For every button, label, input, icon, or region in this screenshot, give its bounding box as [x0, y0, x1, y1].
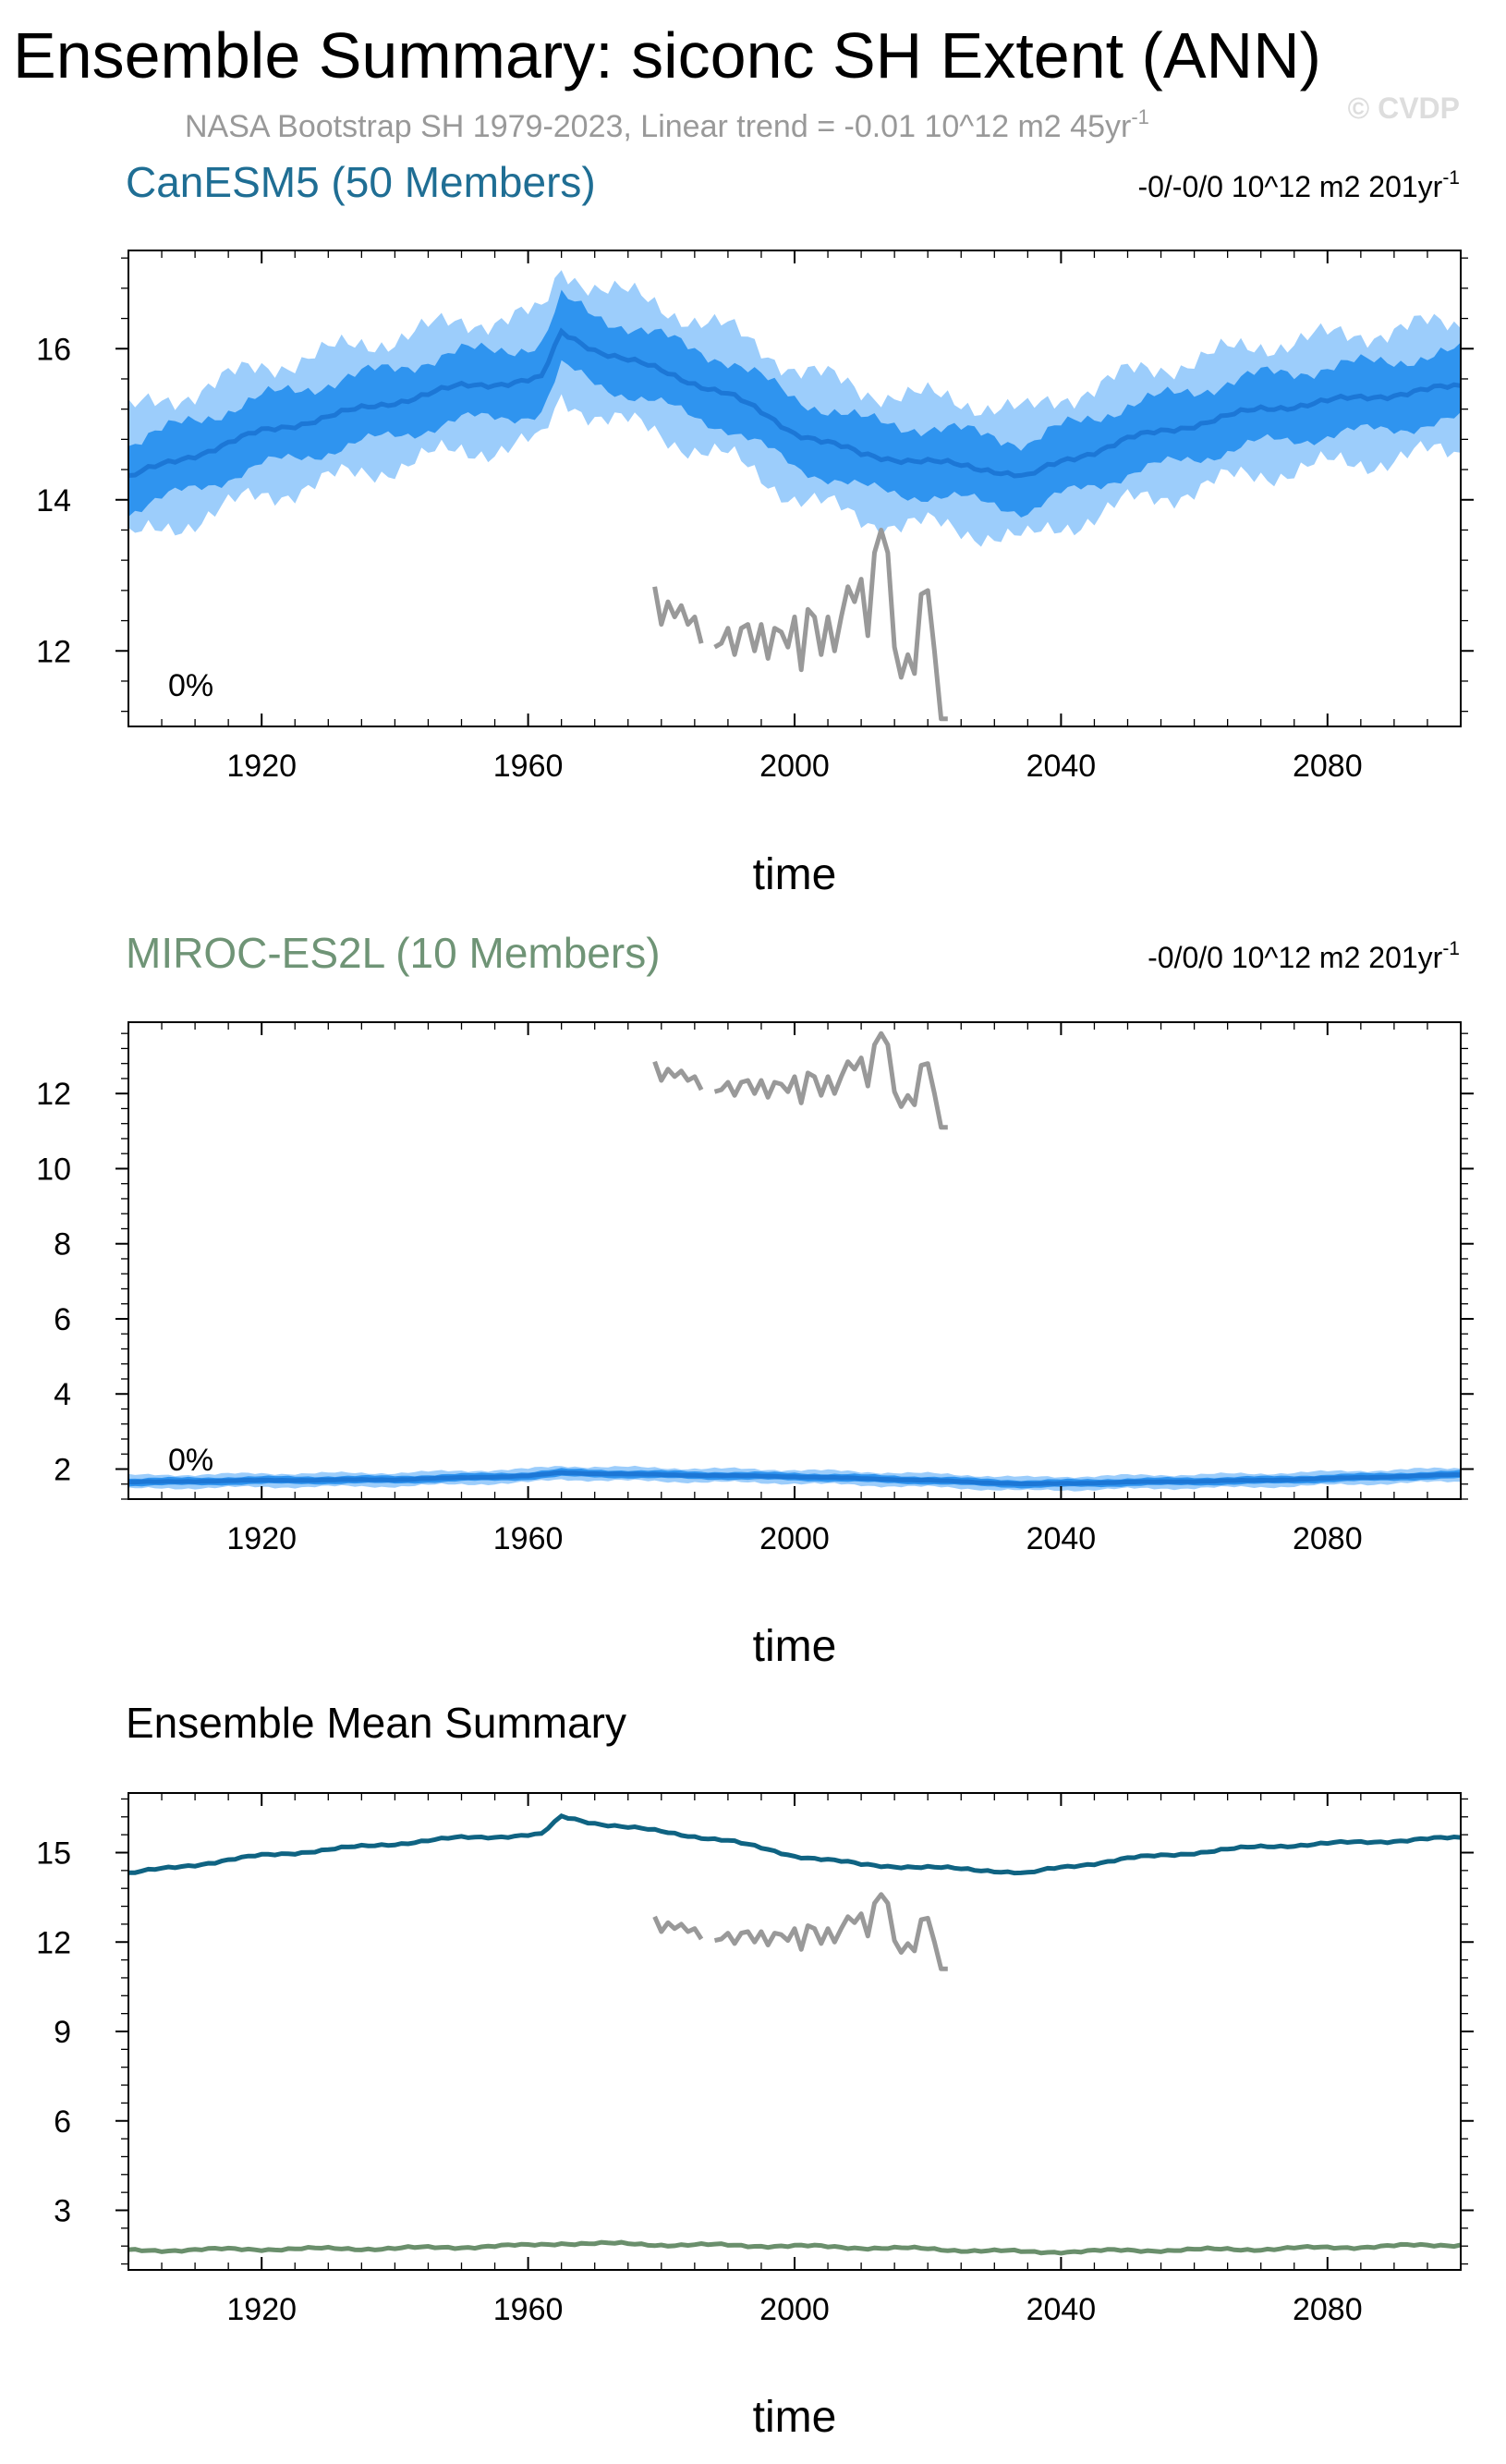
- panel-miroc-es2l: MIROC-ES2L (10 Members) -0/0/0 10^12 m2 …: [36, 929, 1474, 1671]
- ensemble-mean-line: [128, 1470, 1461, 1487]
- x-tick-label: 2040: [1026, 1521, 1097, 1556]
- ensemble-mean-line: [128, 327, 1461, 479]
- observations-line-0: [652, 1060, 704, 1092]
- x-tick-label: 1960: [493, 1521, 564, 1556]
- x-tick-label: 1920: [226, 1521, 297, 1556]
- plot-area: [128, 1812, 1461, 2256]
- x-tick-label: 1960: [493, 2292, 564, 2327]
- x-tick-label: 1920: [226, 749, 297, 784]
- percent-label: 0%: [168, 1443, 213, 1478]
- x-axis-title: time: [753, 1622, 837, 1671]
- x-tick-label: 1960: [493, 749, 564, 784]
- x-tick-label: 2080: [1293, 749, 1363, 784]
- y-tick-label: 12: [36, 1925, 71, 1960]
- observations-line-1: [713, 1892, 948, 1971]
- y-tick-label: 10: [36, 1152, 71, 1187]
- observations-line-0: [652, 586, 704, 644]
- obs-note: NASA Bootstrap SH 1979-2023, Linear tren…: [185, 105, 1149, 144]
- x-tick-label: 2000: [759, 2292, 830, 2327]
- credit-watermark: © CVDP: [1348, 91, 1460, 125]
- figure-title: Ensemble Summary: siconc SH Extent (ANN): [13, 19, 1321, 91]
- panel-title-miroc: MIROC-ES2L (10 Members): [126, 929, 661, 977]
- obs-note-text: NASA Bootstrap SH 1979-2023, Linear tren…: [185, 109, 1131, 144]
- y-tick-label: 2: [54, 1452, 71, 1487]
- axis-frame: [128, 1021, 1462, 1500]
- x-tick-label: 2000: [759, 749, 830, 784]
- ensemble-mean-series-0: [128, 1812, 1461, 1876]
- x-tick-label: 2040: [1026, 2292, 1097, 2327]
- trend-text: -0/0/0 10^12 m2 201yr: [1148, 941, 1443, 974]
- x-tick-label: 2000: [759, 1521, 830, 1556]
- y-tick-label: 6: [54, 2104, 71, 2140]
- x-tick-label: 2080: [1293, 2292, 1363, 2327]
- y-tick-label: 15: [36, 1836, 71, 1872]
- panel-ensemble-mean: Ensemble Mean Summary 1920 1960 2000 2040 20…: [36, 1699, 1474, 2442]
- panel-title-ensemble-mean: Ensemble Mean Summary: [126, 1699, 626, 1747]
- x-axis-title: time: [753, 850, 837, 899]
- axis-frame: [128, 1792, 1462, 2271]
- trend-sup: -1: [1442, 938, 1460, 959]
- y-tick-label: 4: [54, 1377, 71, 1412]
- obs-note-sup: -1: [1131, 105, 1149, 128]
- x-axis-title: time: [753, 2393, 837, 2442]
- y-tick-label: 8: [54, 1227, 71, 1262]
- y-tick-label: 12: [36, 1077, 71, 1112]
- ensemble-mean-series-1: [128, 2239, 1461, 2256]
- trend-label-canesm5: -0/-0/0 10^12 m2 201yr-1: [1137, 167, 1460, 203]
- y-tick-label: 12: [36, 634, 71, 669]
- observations-line-1: [713, 1031, 948, 1130]
- ensemble-iqr-band: [128, 289, 1461, 518]
- y-tick-label: 9: [54, 2015, 71, 2050]
- x-tick-label: 2040: [1026, 749, 1097, 784]
- observations-line-1: [713, 528, 948, 722]
- y-tick-label: 16: [36, 332, 71, 367]
- trend-text: -0/-0/0 10^12 m2 201yr: [1137, 170, 1442, 203]
- trend-sup: -1: [1442, 167, 1460, 189]
- y-tick-label: 6: [54, 1302, 71, 1337]
- plot-area: [128, 270, 1461, 722]
- y-tick-label: 14: [36, 483, 71, 518]
- observations-line-0: [652, 1915, 704, 1941]
- panel-title-canesm5: CanESM5 (50 Members): [126, 158, 596, 206]
- panel-canesm5: CanESM5 (50 Members) -0/-0/0 10^12 m2 20…: [36, 158, 1474, 899]
- x-tick-label: 2080: [1293, 1521, 1363, 1556]
- x-tick-label: 1920: [226, 2292, 297, 2327]
- trend-label-miroc: -0/0/0 10^12 m2 201yr-1: [1148, 938, 1460, 974]
- percent-label: 0%: [168, 668, 213, 703]
- plot-area: [128, 1031, 1461, 1492]
- y-tick-label: 3: [54, 2194, 71, 2229]
